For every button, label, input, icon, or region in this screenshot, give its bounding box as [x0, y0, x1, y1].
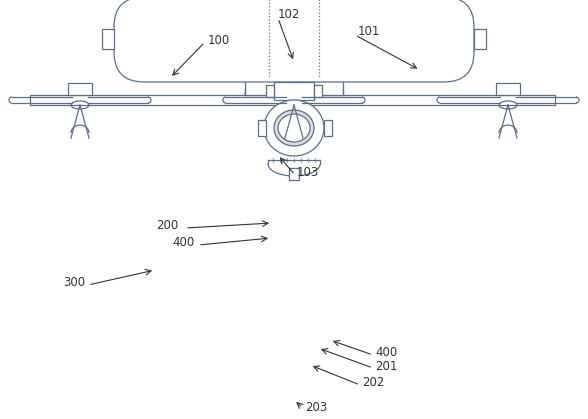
Bar — [266, 0, 274, 12]
Bar — [258, 120, 266, 136]
Bar — [274, 0, 314, 15]
Text: 400: 400 — [375, 347, 397, 360]
Bar — [102, 29, 114, 49]
Bar — [245, 15, 343, 95]
Ellipse shape — [264, 100, 324, 156]
Text: 203: 203 — [305, 401, 328, 414]
Text: 100: 100 — [208, 34, 230, 47]
Bar — [266, 85, 274, 97]
Text: 101: 101 — [358, 26, 380, 39]
Text: 200: 200 — [156, 220, 178, 233]
Text: 102: 102 — [278, 8, 300, 21]
Bar — [282, 83, 306, 95]
Bar — [289, 168, 299, 180]
Bar — [274, 82, 314, 100]
Bar — [474, 29, 486, 49]
Bar — [30, 95, 555, 105]
Text: 400: 400 — [173, 236, 195, 249]
FancyBboxPatch shape — [114, 0, 474, 82]
Bar — [324, 120, 332, 136]
Text: 201: 201 — [375, 360, 397, 372]
Bar — [314, 85, 322, 97]
Bar — [496, 83, 520, 95]
Bar — [68, 83, 92, 95]
Ellipse shape — [274, 110, 314, 146]
Bar — [314, 0, 322, 12]
Text: 202: 202 — [362, 377, 385, 390]
Text: 103: 103 — [297, 166, 319, 179]
Text: 300: 300 — [63, 277, 85, 290]
Ellipse shape — [278, 114, 310, 142]
